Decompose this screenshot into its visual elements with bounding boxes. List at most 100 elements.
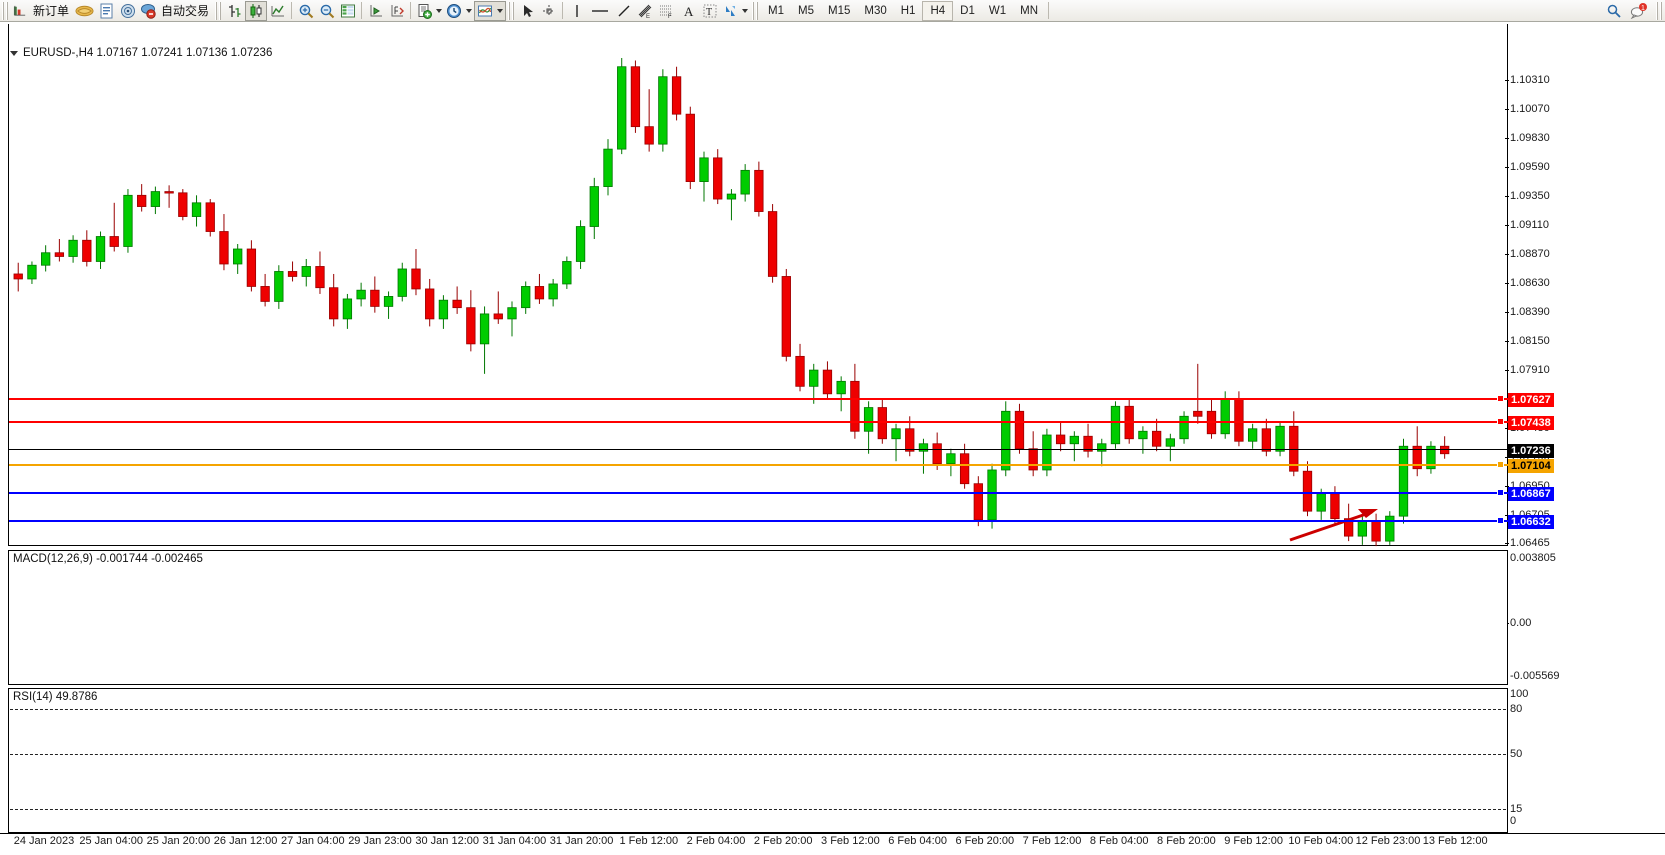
- cursor-button[interactable]: [517, 1, 538, 21]
- zoom-out-button[interactable]: [316, 1, 337, 21]
- toolbar-separator-2: [361, 2, 363, 19]
- search-button[interactable]: [1603, 1, 1624, 21]
- toolbar-grip-2[interactable]: [215, 1, 223, 20]
- new-order-icon: [13, 5, 26, 16]
- data-window-icon: [100, 3, 113, 18]
- zoom-in-icon: [299, 4, 313, 18]
- timeframe-m1[interactable]: M1: [768, 4, 785, 17]
- level-handle-pivot[interactable]: [1497, 461, 1504, 468]
- price-tick: 1.09350: [1510, 190, 1550, 202]
- level-line-resistance-1[interactable]: [9, 398, 1508, 400]
- timeframe-h4[interactable]: H4: [922, 0, 954, 21]
- shapes-icon: [726, 5, 736, 16]
- price-tick: 1.08390: [1510, 306, 1550, 318]
- timeframe-w1[interactable]: W1: [988, 4, 1007, 17]
- data-window-button[interactable]: [96, 1, 117, 21]
- time-axis-label: 26 Jan 12:00: [213, 835, 278, 847]
- timeframe-h1[interactable]: H1: [900, 4, 916, 17]
- auto-scroll-button[interactable]: [386, 1, 407, 21]
- period-button[interactable]: [444, 1, 474, 21]
- time-axis-label: 27 Jan 04:00: [280, 835, 345, 847]
- level-badge-support-2: 1.06632: [1508, 515, 1554, 529]
- chart-symbol-ohlc: EURUSD-,H4 1.07167 1.07241 1.07136 1.072…: [23, 47, 273, 59]
- shapes-button[interactable]: [720, 1, 750, 21]
- level-line-resistance-2[interactable]: [9, 421, 1508, 423]
- level-line-support-1[interactable]: [9, 492, 1508, 494]
- autotrading-icon: [141, 3, 156, 19]
- time-axis-label: 10 Feb 04:00: [1288, 835, 1354, 847]
- level-badge-support-1: 1.06867: [1508, 487, 1554, 501]
- line-chart-icon: [271, 5, 284, 16]
- grid-button[interactable]: [337, 1, 358, 21]
- equidistant-channel-button[interactable]: E: [634, 1, 656, 21]
- svg-text:A: A: [684, 4, 694, 19]
- hline-icon: [592, 9, 609, 12]
- main-toolbar: 新订单 自动交易: [0, 0, 1665, 22]
- time-axis-label: 1 Feb 12:00: [619, 835, 679, 847]
- zoom-in-button[interactable]: [295, 1, 316, 21]
- new-order-button[interactable]: 新订单: [11, 1, 73, 21]
- toolbar-separator-1: [291, 2, 293, 19]
- notification-count: 1: [1641, 5, 1645, 12]
- time-axis-label: 6 Feb 04:00: [888, 835, 947, 847]
- textlabel-icon: T: [703, 4, 717, 18]
- level-handle-resistance-1[interactable]: [1497, 395, 1504, 402]
- navigator-icon: [120, 3, 135, 18]
- timeframe-d1[interactable]: D1: [960, 4, 975, 17]
- macd-tick: 0.00: [1510, 617, 1532, 629]
- macd-tick: 0.003805: [1510, 552, 1556, 564]
- search-icon: [1607, 4, 1621, 18]
- bar-chart-button[interactable]: [224, 1, 245, 21]
- timeframe-m15[interactable]: M15: [828, 4, 851, 17]
- templates-chevron-down-icon[interactable]: [436, 8, 443, 13]
- macd-pane[interactable]: MACD(12,26,9) -0.001744 -0.002465: [8, 550, 1508, 685]
- level-handle-support-2[interactable]: [1497, 517, 1504, 524]
- rsi-pane[interactable]: RSI(14) 49.8786: [8, 688, 1508, 833]
- time-axis-label: 29 Jan 23:00: [348, 835, 412, 847]
- indicators-button[interactable]: [474, 0, 507, 21]
- chart-area[interactable]: EURUSD-,H4 1.07167 1.07241 1.07136 1.072…: [0, 22, 1665, 855]
- toolbar-separator-4: [562, 2, 564, 19]
- horizontal-line-button[interactable]: [587, 1, 613, 21]
- timeframe-m5[interactable]: M5: [798, 4, 814, 17]
- timeframe-mn[interactable]: MN: [1020, 4, 1038, 17]
- level-line-pivot[interactable]: [9, 464, 1508, 466]
- crosshair-icon: [542, 4, 555, 17]
- level-handle-resistance-2[interactable]: [1497, 418, 1504, 425]
- line-chart-button[interactable]: [267, 1, 288, 21]
- crosshair-button[interactable]: [538, 1, 559, 21]
- notifications-button[interactable]: 1: [1628, 1, 1650, 21]
- toolbar-grip-3[interactable]: [508, 1, 516, 20]
- grid-icon: [340, 4, 355, 17]
- text-button[interactable]: A: [678, 1, 699, 21]
- vertical-line-button[interactable]: [566, 1, 587, 21]
- toolbar-grip-4[interactable]: [752, 1, 760, 20]
- shapes-chevron-down-icon[interactable]: [742, 8, 749, 13]
- period-icon: [447, 3, 462, 18]
- price-tick: 1.08630: [1510, 277, 1550, 289]
- price-tick: 1.06465: [1510, 537, 1550, 549]
- timeframe-m30[interactable]: M30: [864, 4, 887, 17]
- candles-button[interactable]: [73, 1, 96, 21]
- toolbar-grip[interactable]: [2, 1, 9, 20]
- fibonacci-button[interactable]: F: [656, 1, 678, 21]
- indicators-chevron-down-icon[interactable]: [497, 8, 504, 13]
- trendline-button[interactable]: [613, 1, 634, 21]
- time-axis-label: 25 Jan 20:00: [146, 835, 211, 847]
- text-label-button[interactable]: T: [699, 1, 720, 21]
- auto-scroll-icon: [391, 4, 404, 16]
- navigator-button[interactable]: [117, 1, 138, 21]
- time-axis-label: 7 Feb 12:00: [1022, 835, 1082, 847]
- period-chevron-down-icon[interactable]: [466, 8, 473, 13]
- candlestick-chart-button[interactable]: [245, 0, 268, 21]
- level-handle-support-1[interactable]: [1497, 489, 1504, 496]
- time-axis-label: 2 Feb 04:00: [686, 835, 746, 847]
- shift-end-button[interactable]: [365, 1, 386, 21]
- main-pane-border: [8, 24, 1508, 546]
- autotrading-button[interactable]: 自动交易: [138, 1, 213, 21]
- price-tick: 1.10070: [1510, 103, 1550, 115]
- toolbar-grip-5[interactable]: [1656, 1, 1663, 20]
- templates-button[interactable]: [414, 1, 444, 21]
- level-line-support-2[interactable]: [9, 520, 1508, 522]
- chart-menu-chevron-down-icon[interactable]: [10, 50, 18, 56]
